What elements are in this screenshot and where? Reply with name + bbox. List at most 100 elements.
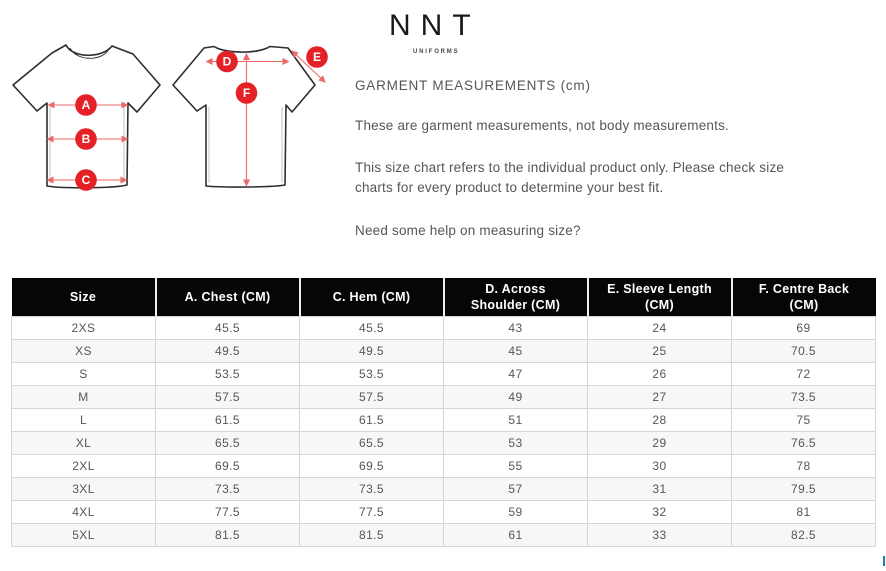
measurement-cell: 76.5 — [731, 430, 876, 455]
measurement-cell: 81 — [731, 499, 876, 524]
measurement-cell: 69 — [731, 315, 876, 340]
column-header-0: Size — [11, 278, 156, 316]
measurement-cell: 26 — [587, 361, 732, 386]
measurement-cell: 25 — [587, 338, 732, 363]
measurement-cell: 59 — [443, 499, 588, 524]
measurement-cell: 61.5 — [155, 407, 300, 432]
badge-c-label: C — [82, 173, 91, 187]
measurement-cell: 73.5 — [299, 476, 444, 501]
measurement-cell: 30 — [587, 453, 732, 478]
measurement-cell: 65.5 — [155, 430, 300, 455]
measurement-cell: 81.5 — [155, 522, 300, 547]
measurement-cell: 49 — [443, 384, 588, 409]
table-row: L 61.5 61.5 51 28 75 — [11, 407, 876, 432]
badge-b-label: B — [82, 132, 91, 146]
measurement-cell: 27 — [587, 384, 732, 409]
measurement-cell: 61 — [443, 522, 588, 547]
measurement-cell: 31 — [587, 476, 732, 501]
measurement-cell: 73.5 — [731, 384, 876, 409]
measurement-cell: 43 — [443, 315, 588, 340]
measurement-cell: 53 — [443, 430, 588, 455]
size-table-head-row: Size A. Chest (CM) C. Hem (CM) D. Across Sh… — [11, 278, 876, 316]
badge-f-label: F — [243, 86, 250, 100]
measurement-cell: 75 — [731, 407, 876, 432]
size-cell: 2XS — [11, 315, 156, 340]
measurement-cell: 70.5 — [731, 338, 876, 363]
scrollbar-fragment — [883, 556, 885, 566]
table-row: 2XS 45.5 45.5 43 24 69 — [11, 315, 876, 340]
back-shirt-diagram: D E F — [172, 45, 328, 188]
measurement-cell: 61.5 — [299, 407, 444, 432]
column-header-5: F. Centre Back (CM) — [730, 278, 876, 316]
table-row: S 53.5 53.5 47 26 72 — [11, 361, 876, 386]
measurement-cell: 78 — [731, 453, 876, 478]
measurement-cell: 73.5 — [155, 476, 300, 501]
intro-section: NNT UNIFORMS GARMENT MEASUREMENTS (cm) T… — [355, 9, 860, 262]
badge-e-label: E — [313, 50, 321, 64]
size-cell: 2XL — [11, 453, 156, 478]
measurement-diagrams: A B C D E — [12, 44, 328, 191]
measurement-cell: 49.5 — [155, 338, 300, 363]
measurement-cell: 29 — [587, 430, 732, 455]
sleeve-measure-line — [291, 50, 326, 83]
garment-measurements-heading: GARMENT MEASUREMENTS (cm) — [355, 78, 591, 93]
size-table: Size A. Chest (CM) C. Hem (CM) D. Across Sh… — [11, 278, 876, 547]
table-row: M 57.5 57.5 49 27 73.5 — [11, 384, 876, 409]
measurement-cell: 77.5 — [155, 499, 300, 524]
measurement-cell: 32 — [587, 499, 732, 524]
measurement-cell: 57 — [443, 476, 588, 501]
size-cell: S — [11, 361, 156, 386]
table-row: XL 65.5 65.5 53 29 76.5 — [11, 430, 876, 455]
size-cell: M — [11, 384, 156, 409]
badge-a-label: A — [82, 98, 91, 112]
measurements-note: These are garment measurements, not body… — [355, 118, 729, 133]
size-cell: XS — [11, 338, 156, 363]
size-table-head: Size A. Chest (CM) C. Hem (CM) D. Across Sh… — [11, 278, 876, 316]
measurement-cell: 45 — [443, 338, 588, 363]
measurement-cell: 81.5 — [299, 522, 444, 547]
table-row: XS 49.5 49.5 45 25 70.5 — [11, 338, 876, 363]
measurement-cell: 51 — [443, 407, 588, 432]
measurement-cell: 53.5 — [155, 361, 300, 386]
measurement-cell: 69.5 — [299, 453, 444, 478]
nnt-logo-tagline: UNIFORMS — [413, 49, 460, 55]
size-cell: 3XL — [11, 476, 156, 501]
table-row: 2XL 69.5 69.5 55 30 78 — [11, 453, 876, 478]
measure-badge-a: A — [75, 94, 97, 116]
measurement-cell: 33 — [587, 522, 732, 547]
measurement-cell: 69.5 — [155, 453, 300, 478]
measurement-cell: 24 — [587, 315, 732, 340]
measurement-cell: 45.5 — [155, 315, 300, 340]
size-chart-note: This size chart refers to the individual… — [355, 160, 785, 195]
measurement-cell: 82.5 — [731, 522, 876, 547]
measurement-cell: 47 — [443, 361, 588, 386]
nnt-logo: NNT — [389, 9, 481, 42]
column-header-2: C. Hem (CM) — [298, 278, 444, 316]
size-cell: 5XL — [11, 522, 156, 547]
measurement-cell: 72 — [731, 361, 876, 386]
measuring-help-text: Need some help on measuring size? — [355, 223, 581, 238]
column-header-1: A. Chest (CM) — [154, 278, 300, 316]
measurement-cell: 53.5 — [299, 361, 444, 386]
measurement-cell: 79.5 — [731, 476, 876, 501]
size-cell: L — [11, 407, 156, 432]
column-header-3: D. Across Shoulder (CM) — [442, 278, 588, 316]
size-chart-table-wrap: Size A. Chest (CM) C. Hem (CM) D. Across Sh… — [11, 278, 876, 547]
measure-badge-f: F — [235, 82, 258, 104]
size-cell: 4XL — [11, 499, 156, 524]
column-header-4: E. Sleeve Length (CM) — [586, 278, 732, 316]
measurement-cell: 57.5 — [155, 384, 300, 409]
measurement-cell: 49.5 — [299, 338, 444, 363]
table-row: 3XL 73.5 73.5 57 31 79.5 — [11, 476, 876, 501]
measurement-cell: 55 — [443, 453, 588, 478]
measure-badge-b: B — [75, 128, 97, 150]
table-row: 5XL 81.5 81.5 61 33 82.5 — [11, 522, 876, 547]
front-shirt-diagram: A B C — [12, 44, 161, 191]
measurement-cell: 77.5 — [299, 499, 444, 524]
measurement-cell: 65.5 — [299, 430, 444, 455]
table-row: 4XL 77.5 77.5 59 32 81 — [11, 499, 876, 524]
size-table-body: 2XS 45.5 45.5 43 24 69 XS 49.5 49.5 45 25 70.5 S 53.5… — [11, 315, 876, 547]
measure-badge-d: D — [216, 50, 238, 73]
measure-badge-e: E — [306, 46, 328, 68]
